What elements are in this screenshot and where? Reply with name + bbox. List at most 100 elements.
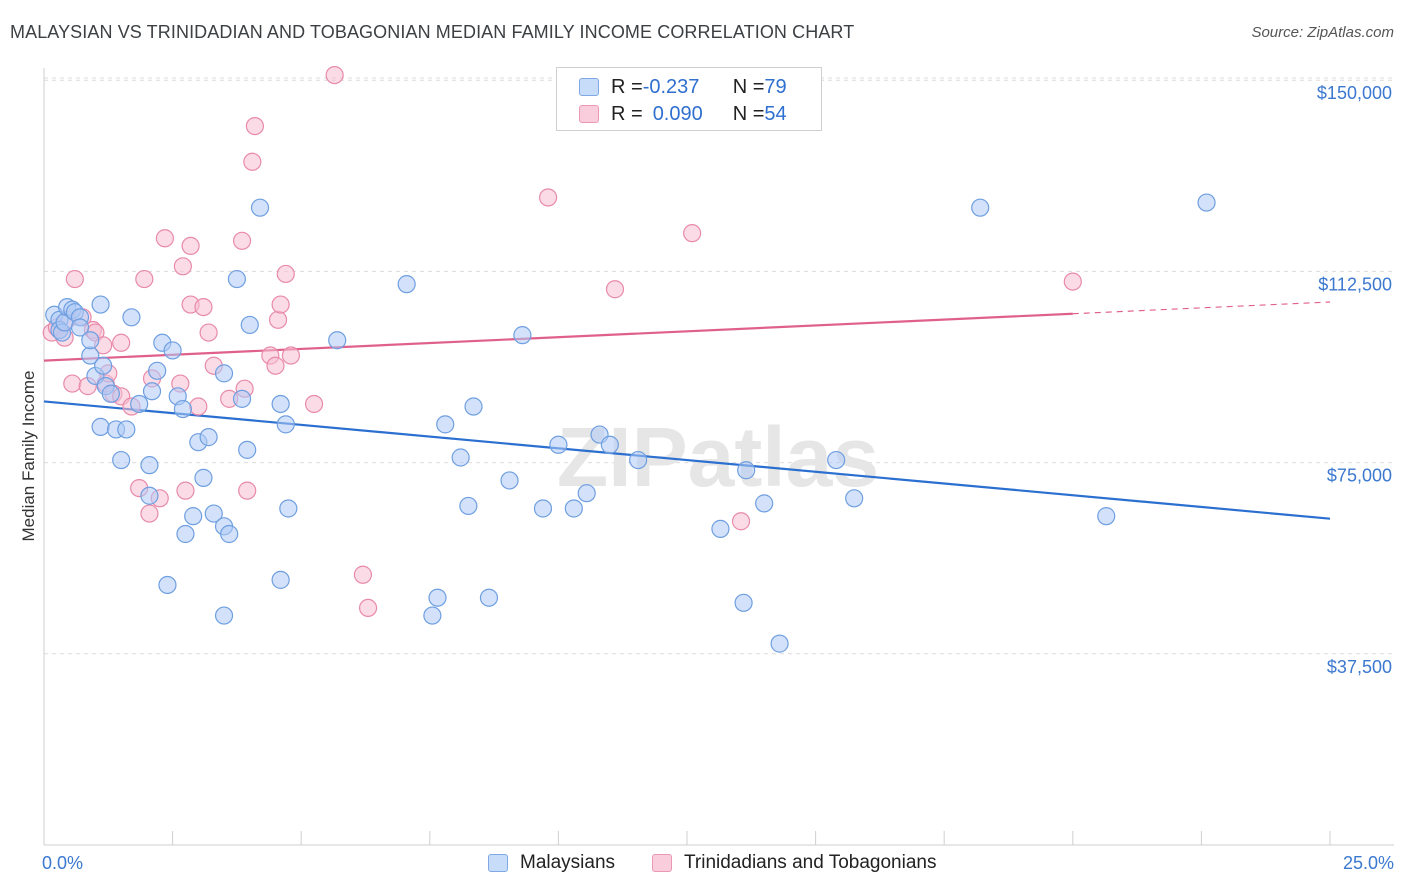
malaysian-point <box>271 394 290 414</box>
malaysian-point <box>423 606 442 625</box>
watermark: ZIPatlas <box>557 410 879 504</box>
trinidadian-point <box>353 565 373 584</box>
series-label-trinidadians: Trinidadians and Tobagonians <box>684 852 937 873</box>
series-legend-trinidadians: Trinidadians and Tobagonians <box>652 852 936 874</box>
trinidadian-point <box>189 397 208 416</box>
trinidadian-point <box>199 323 218 342</box>
trinidadian-point <box>358 598 378 618</box>
malaysian-point <box>276 415 295 434</box>
legend-r-label: R = <box>611 75 643 98</box>
legend-n-label: N = <box>732 75 765 98</box>
axes <box>43 68 1394 846</box>
malaysian-point <box>112 450 131 470</box>
trinidadian-point <box>1063 272 1082 291</box>
series-swatch-pink <box>652 854 672 872</box>
malaysian-point <box>600 435 619 454</box>
malaysian-point <box>240 315 259 335</box>
malaysian-point <box>577 484 596 503</box>
malaysian-point <box>734 593 753 612</box>
trinidadian-point <box>135 269 154 289</box>
trinidadian-point <box>539 188 558 207</box>
legend-row-trinidadians: R = 0.090 N = 54 <box>579 101 787 127</box>
malaysian-point <box>199 428 218 447</box>
trinidadian-point <box>281 346 301 365</box>
trinidadian-point <box>266 356 285 375</box>
series-legend: Malaysians Trinidadians and Tobagonians <box>0 852 1406 878</box>
correlation-legend: R = -0.237 N = 79 R = 0.090 N = 54 <box>556 67 822 131</box>
trinidadian-point <box>65 269 84 289</box>
legend-r-value: 0.090 <box>652 102 703 125</box>
malaysian-point <box>91 295 110 314</box>
malaysian-point <box>1197 193 1216 212</box>
malaysian-point <box>173 399 192 419</box>
trend-line-pink <box>43 312 1073 362</box>
trinidadian-point <box>63 374 82 393</box>
trinidadian-point <box>243 152 262 171</box>
malaysian-point <box>214 606 234 625</box>
trinidadian-point <box>271 295 290 314</box>
x-tick-label: 25.0% <box>1343 853 1394 873</box>
malaysian-point <box>451 448 470 467</box>
y-tick-label: $75,000 <box>1327 466 1392 486</box>
trinidadian-point <box>605 280 625 299</box>
trend-line-pink-extension <box>1072 301 1331 315</box>
malaysian-point <box>971 198 990 217</box>
legend-swatch-pink <box>579 105 599 123</box>
malaysian-point <box>122 308 141 327</box>
malaysian-point <box>81 331 100 350</box>
malaysian-point <box>70 318 90 337</box>
malaysian-point <box>328 331 347 350</box>
trinidadian-point <box>155 229 174 248</box>
y-tick-label: $150,000 <box>1317 83 1392 103</box>
malaysian-point <box>1097 507 1116 526</box>
legend-r-value: -0.237 <box>642 75 700 98</box>
legend-swatch-blue <box>579 78 599 96</box>
malaysian-point <box>232 389 252 408</box>
malaysian-point <box>397 275 416 294</box>
malaysian-point <box>737 461 756 480</box>
trinidadian-point <box>194 297 213 317</box>
trinidadian-point <box>268 310 288 329</box>
legend-n-label: N = <box>732 102 765 125</box>
legend-r-label: R = <box>611 102 643 125</box>
y-tick-label: $112,500 <box>1318 274 1392 294</box>
chart-title: MALAYSIAN VS TRINIDADIAN AND TOBAGONIAN … <box>10 22 855 42</box>
trinidadian-point <box>731 512 751 531</box>
trinidadian-point <box>325 66 344 85</box>
malaysian-point <box>436 415 455 434</box>
trinidadian-point <box>140 504 159 523</box>
malaysian-point <box>204 504 223 523</box>
malaysian-point <box>91 417 110 437</box>
trinidadian-point <box>238 481 257 500</box>
source-credit: Source: ZipAtlas.com <box>1251 24 1394 41</box>
malaysian-point <box>163 341 182 360</box>
malaysian-point <box>140 456 159 475</box>
trend-line-blue <box>43 400 1331 520</box>
trinidadian-point <box>176 481 195 500</box>
trend-lines <box>43 301 1331 520</box>
malaysian-point <box>271 570 290 589</box>
x-tick-label: 0.0% <box>42 853 83 873</box>
malaysian-point <box>533 499 553 518</box>
malaysian-point <box>711 519 730 538</box>
malaysian-point <box>513 326 532 345</box>
y-axis-label: Median Family Income <box>19 370 38 541</box>
data-points <box>42 66 1216 653</box>
malaysian-point <box>94 356 113 375</box>
malaysian-point <box>130 394 149 414</box>
malaysian-point <box>101 384 120 403</box>
malaysian-point <box>176 524 195 544</box>
malaysian-point <box>227 269 246 289</box>
legend-n-value: 79 <box>764 75 787 98</box>
trinidadian-point <box>232 231 252 250</box>
malaysian-point <box>845 489 864 508</box>
series-label-malaysians: Malaysians <box>520 852 616 873</box>
malaysian-point <box>459 496 478 516</box>
trinidadian-point <box>276 264 295 284</box>
malaysian-point <box>140 486 159 505</box>
malaysian-point <box>184 507 203 526</box>
malaysian-point <box>549 435 568 454</box>
series-swatch-blue <box>488 854 508 872</box>
series-legend-malaysians: Malaysians <box>488 852 615 874</box>
